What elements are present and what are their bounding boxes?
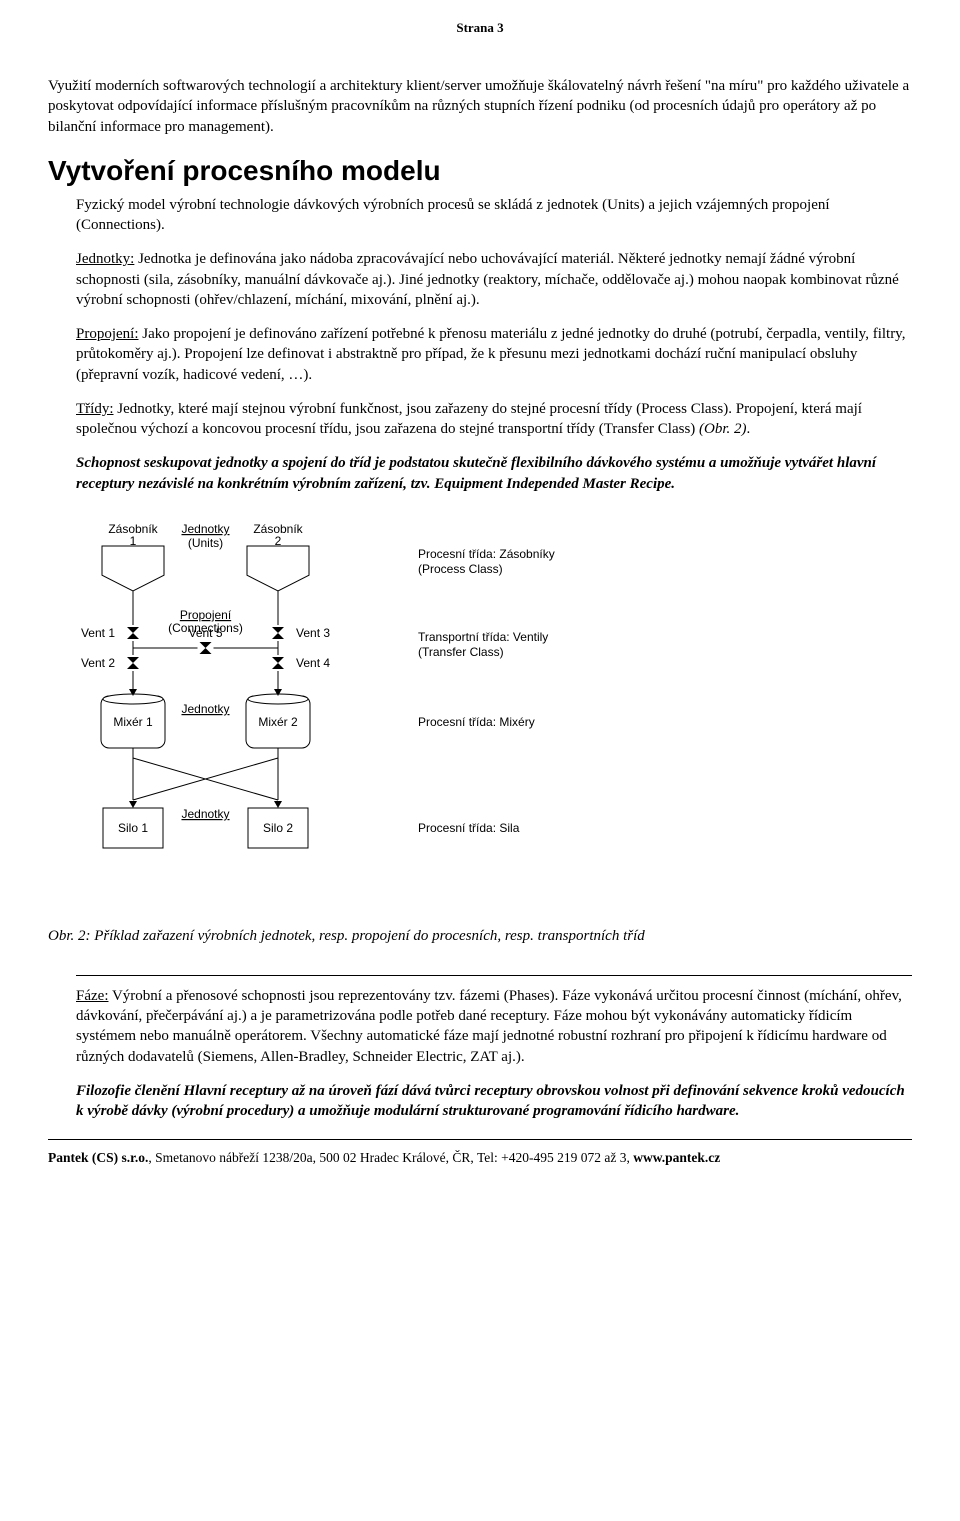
svg-text:Mixér 2: Mixér 2 [258,715,298,729]
svg-text:2: 2 [275,534,282,548]
svg-text:1: 1 [130,534,137,548]
lead-connections: Propojení: [76,326,139,342]
svg-text:(Connections): (Connections) [168,621,243,635]
figure-caption: Obr. 2: Příklad zařazení výrobních jedno… [48,928,912,945]
page-number: Strana 3 [48,20,912,36]
svg-text:Vent 2: Vent 2 [81,656,115,670]
body-connections: Jako propojení je definováno zařízení po… [76,326,905,383]
svg-text:Jednotky: Jednotky [181,807,229,821]
paragraph-classes: Třídy: Jednotky, které mají stejnou výro… [76,399,912,440]
svg-text:Silo 2: Silo 2 [263,821,293,835]
svg-text:Procesní třída: Sila: Procesní třída: Sila [418,821,520,835]
svg-text:(Units): (Units) [188,536,223,550]
footer-url: www.pantek.cz [633,1150,720,1165]
lead-classes: Třídy: [76,401,114,417]
svg-text:Vent 4: Vent 4 [296,656,330,670]
footer: Pantek (CS) s.r.o., Smetanovo nábřeží 12… [48,1150,912,1166]
svg-text:Jednotky: Jednotky [181,702,229,716]
lead-phases: Fáze: [76,988,108,1004]
svg-text:Vent 3: Vent 3 [296,626,330,640]
process-diagram: Zásobník1Zásobník2Jednotky(Units)Procesn… [48,518,912,898]
dot: . [747,421,751,437]
svg-text:Mixér 1: Mixér 1 [113,715,153,729]
svg-text:Propojení: Propojení [180,608,232,622]
footer-company: Pantek (CS) s.r.o. [48,1150,148,1165]
paragraph-philosophy: Filozofie členění Hlavní receptury až na… [76,1081,912,1122]
separator [76,975,912,976]
section-heading: Vytvoření procesního modelu [48,155,912,187]
paragraph-model: Fyzický model výrobní technologie dávkov… [76,195,912,236]
footer-address: , Smetanovo nábřeží 1238/20a, 500 02 Hra… [148,1150,633,1165]
page: Strana 3 Využití moderních softwarových … [0,0,960,1186]
body-phases: Výrobní a přenosové schopnosti jsou repr… [76,988,902,1065]
obr-ref: (Obr. 2) [699,421,747,437]
svg-text:Procesní třída: Mixéry: Procesní třída: Mixéry [418,715,535,729]
body-units: Jednotka je definována jako nádoba zprac… [76,251,899,308]
paragraph-phases: Fáze: Výrobní a přenosové schopnosti jso… [76,986,912,1067]
svg-text:(Process Class): (Process Class) [418,562,503,576]
diagram-svg: Zásobník1Zásobník2Jednotky(Units)Procesn… [48,518,688,898]
svg-text:Jednotky: Jednotky [181,522,229,536]
svg-text:Transportní třída: Ventily: Transportní třída: Ventily [418,630,548,644]
svg-text:Procesní třída: Zásobníky: Procesní třída: Zásobníky [418,547,555,561]
lead-units: Jednotky: [76,251,134,267]
paragraph-capability: Schopnost seskupovat jednotky a spojení … [76,453,912,494]
footer-separator [48,1139,912,1140]
paragraph-connections: Propojení: Jako propojení je definováno … [76,324,912,385]
svg-text:Vent 1: Vent 1 [81,626,115,640]
intro-paragraph: Využití moderních softwarových technolog… [48,76,912,137]
paragraph-units: Jednotky: Jednotka je definována jako ná… [76,249,912,310]
svg-text:(Transfer Class): (Transfer Class) [418,645,504,659]
svg-text:Silo 1: Silo 1 [118,821,148,835]
